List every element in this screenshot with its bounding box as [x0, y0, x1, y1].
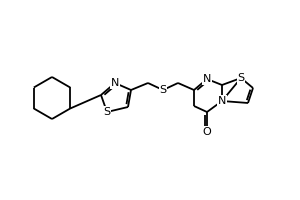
Text: O: O [202, 127, 211, 137]
Text: N: N [218, 96, 226, 106]
Text: N: N [111, 78, 119, 88]
Text: S: S [159, 85, 167, 95]
Text: N: N [203, 74, 211, 84]
Text: S: S [103, 107, 111, 117]
Text: S: S [237, 73, 244, 83]
